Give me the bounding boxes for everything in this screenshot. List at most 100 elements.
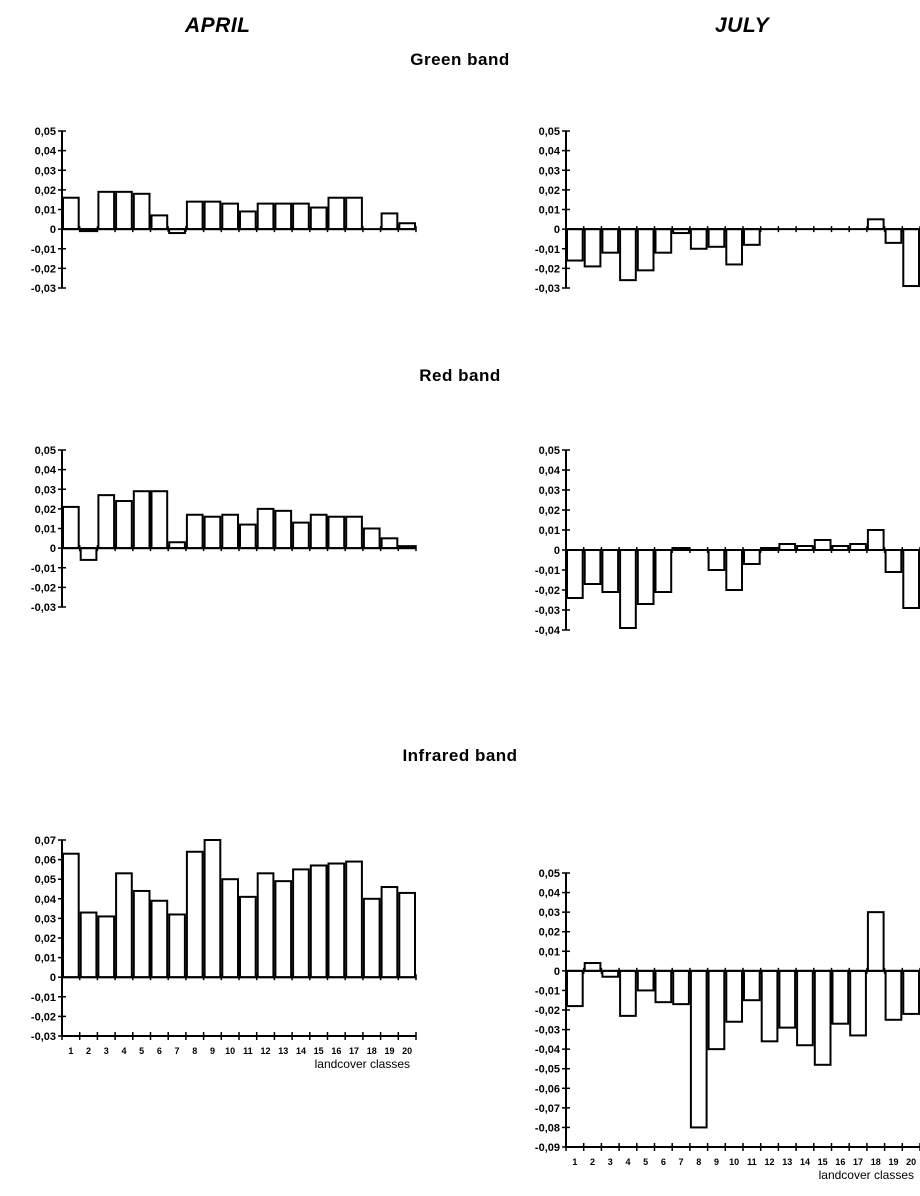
bar-class-11 bbox=[743, 969, 761, 1002]
x-tick-label: 18 bbox=[871, 1157, 881, 1167]
bar-class-1 bbox=[566, 969, 584, 1008]
y-tick-label: -0,09 bbox=[535, 1142, 560, 1154]
y-tick-label: -0,01 bbox=[31, 244, 56, 256]
bar-class-4 bbox=[619, 549, 637, 629]
x-tick-label: 1 bbox=[68, 1046, 73, 1056]
x-tick-label: 17 bbox=[853, 1157, 863, 1167]
y-tick-label: 0 bbox=[554, 224, 560, 236]
y-tick-label: 0,04 bbox=[35, 146, 57, 158]
bar-class-3 bbox=[97, 494, 116, 550]
bar-class-2 bbox=[583, 962, 602, 972]
bar-class-16 bbox=[327, 862, 346, 979]
y-tick-label: 0 bbox=[50, 543, 56, 555]
chart-july-red: 0,05 0,04 0,03 0,02 0,01 0 -0,01 -0,02 -0,03 -0,0… bbox=[535, 445, 920, 637]
x-tick-label: 19 bbox=[888, 1157, 898, 1167]
bar-class-11 bbox=[743, 549, 761, 565]
bar-class-3 bbox=[97, 190, 116, 231]
y-tick-label: 0,03 bbox=[539, 165, 560, 177]
y-tick-label: 0,04 bbox=[539, 888, 561, 900]
bar-class-11 bbox=[239, 523, 257, 550]
y-tick-label: -0,07 bbox=[535, 1103, 560, 1115]
bar-class-1 bbox=[62, 505, 80, 550]
bar-class-10 bbox=[221, 878, 240, 979]
y-tick-label: -0,01 bbox=[31, 563, 56, 575]
y-tick-label: -0,06 bbox=[535, 1083, 560, 1095]
bar-class-12 bbox=[256, 202, 275, 231]
y-tick-label: 0,03 bbox=[35, 913, 56, 925]
y-tick-label: -0,03 bbox=[31, 602, 56, 614]
x-tick-label: 5 bbox=[643, 1157, 648, 1167]
x-axis-label: landcover classes bbox=[819, 1168, 914, 1182]
bar-class-6 bbox=[654, 969, 673, 1004]
bar-class-5 bbox=[636, 549, 655, 605]
y-tick-label: 0 bbox=[554, 966, 560, 978]
y-tick-label: 0,04 bbox=[35, 894, 57, 906]
bar-class-15 bbox=[309, 864, 328, 979]
bar-class-10 bbox=[725, 549, 743, 591]
bar-class-8 bbox=[689, 228, 708, 250]
y-tick-label: -0,03 bbox=[535, 1025, 560, 1037]
bar-class-10 bbox=[221, 202, 240, 231]
y-tick-label: 0,02 bbox=[35, 933, 56, 945]
red-band-title: Red band bbox=[419, 366, 501, 385]
x-tick-label: 8 bbox=[192, 1046, 197, 1056]
bar-class-18 bbox=[362, 897, 381, 979]
bar-class-15 bbox=[813, 969, 832, 1066]
y-tick-label: 0,05 bbox=[539, 445, 560, 457]
y-tick-label: 0,03 bbox=[35, 484, 56, 496]
x-tick-label: 14 bbox=[296, 1046, 306, 1056]
y-tick-label: -0,01 bbox=[535, 244, 560, 256]
y-tick-label: -0,02 bbox=[535, 263, 560, 275]
x-tick-label: 12 bbox=[261, 1046, 271, 1056]
x-tick-label: 20 bbox=[402, 1046, 412, 1056]
bar-class-16 bbox=[831, 969, 850, 1025]
bar-class-9 bbox=[707, 549, 726, 571]
x-tick-label: 7 bbox=[679, 1157, 684, 1167]
bar-class-13 bbox=[274, 509, 293, 550]
bar-class-7 bbox=[168, 913, 186, 979]
y-tick-label: 0,01 bbox=[35, 953, 56, 965]
bar-class-8 bbox=[185, 850, 204, 979]
y-tick-label: -0,05 bbox=[535, 1064, 560, 1076]
y-tick-label: -0,02 bbox=[535, 1005, 560, 1017]
bar-class-12 bbox=[256, 507, 275, 550]
green-band-title: Green band bbox=[410, 50, 510, 69]
y-tick-label: 0,02 bbox=[35, 504, 56, 516]
bar-class-20 bbox=[902, 969, 920, 1015]
bar-class-14 bbox=[292, 202, 310, 231]
x-tick-label: 7 bbox=[175, 1046, 180, 1056]
bar-class-4 bbox=[115, 872, 133, 979]
bar-class-20 bbox=[398, 891, 416, 979]
bar-class-14 bbox=[796, 969, 814, 1047]
y-tick-label: 0,04 bbox=[539, 146, 561, 158]
bar-class-17 bbox=[345, 515, 363, 550]
bar-class-6 bbox=[150, 899, 169, 979]
bar-class-8 bbox=[185, 513, 204, 550]
x-tick-label: 9 bbox=[714, 1157, 719, 1167]
y-tick-label: -0,04 bbox=[535, 625, 561, 637]
bar-class-1 bbox=[566, 549, 584, 599]
x-tick-label: 3 bbox=[608, 1157, 613, 1167]
bar-class-1 bbox=[62, 196, 80, 231]
bar-class-9 bbox=[707, 228, 726, 248]
x-tick-label: 2 bbox=[86, 1046, 91, 1056]
bar-class-13 bbox=[778, 969, 797, 1029]
y-tick-label: 0,01 bbox=[539, 525, 560, 537]
chart-july-infrared: 0,05 0,04 0,03 0,02 0,01 0 -0,01 -0,02 -0,03 -0,0… bbox=[535, 868, 920, 1182]
bar-class-13 bbox=[274, 880, 293, 979]
y-tick-label: 0 bbox=[554, 545, 560, 557]
x-tick-label: 1 bbox=[572, 1157, 577, 1167]
y-tick-label: -0,08 bbox=[535, 1122, 560, 1134]
bar-class-1 bbox=[62, 852, 80, 979]
y-tick-label: 0,02 bbox=[539, 927, 560, 939]
y-tick-label: 0,01 bbox=[539, 205, 560, 217]
bar-class-6 bbox=[150, 490, 169, 550]
bar-class-17 bbox=[345, 860, 363, 979]
bar-class-13 bbox=[274, 202, 293, 231]
y-tick-label: -0,01 bbox=[31, 992, 56, 1004]
bar-class-11 bbox=[239, 210, 257, 231]
bar-class-9 bbox=[203, 515, 222, 550]
bar-class-5 bbox=[132, 490, 151, 550]
y-tick-label: 0,05 bbox=[539, 126, 560, 138]
x-tick-label: 6 bbox=[661, 1157, 666, 1167]
